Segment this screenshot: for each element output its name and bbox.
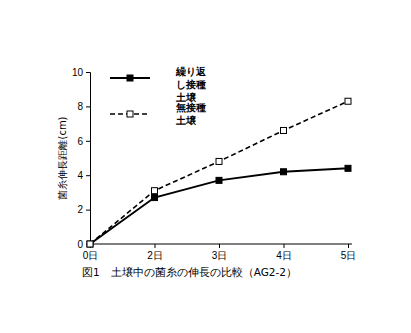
x-tick: 2日 — [147, 244, 163, 261]
x-tick-mark — [155, 244, 156, 248]
y-tick: 2 — [77, 204, 90, 215]
legend: 繰り返し接種土壌無接種土壌 — [110, 66, 207, 126]
chart: 0 2 4 6 8 10 0日 2日 3日 4日 5日 菌糸伸長距離(cm) 図1 土壌中の菌糸の伸長の… — [0, 0, 411, 333]
x-tick: 3日 — [212, 244, 228, 261]
legend-label: 繰り返し接種土壌 — [175, 66, 207, 103]
x-tick-label: 2日 — [147, 250, 163, 261]
series-line — [90, 168, 348, 244]
y-tick-label: 8 — [77, 101, 83, 112]
x-tick-label: 4日 — [276, 250, 292, 261]
y-tick-mark — [86, 141, 90, 142]
x-tick-mark — [284, 244, 285, 248]
series-line — [90, 101, 348, 244]
y-tick-label: 0 — [77, 239, 83, 250]
y-tick-mark — [86, 106, 90, 107]
x-tick-label: 0日 — [83, 250, 99, 261]
y-axis-title: 菌糸伸長距離(cm) — [57, 116, 68, 199]
x-tick-mark — [348, 244, 349, 248]
legend-marker — [127, 111, 133, 117]
x-tick-label: 5日 — [341, 250, 357, 261]
y-tick-label: 4 — [77, 170, 83, 181]
y-axis: 0 2 4 6 8 10 — [72, 67, 91, 250]
y-tick: 4 — [77, 170, 90, 181]
point-marker — [87, 241, 93, 247]
y-tick-mark — [86, 210, 90, 211]
legend-marker — [127, 75, 133, 81]
point-marker — [216, 158, 222, 164]
point-marker — [152, 195, 158, 201]
x-tick: 4日 — [276, 244, 292, 261]
point-marker — [345, 165, 351, 171]
y-tick-mark — [86, 175, 90, 176]
y-tick: 10 — [72, 67, 90, 78]
point-marker — [216, 177, 222, 183]
x-axis-line — [90, 244, 352, 245]
plot-area — [87, 98, 351, 247]
x-tick-mark — [219, 244, 220, 248]
x-tick-label: 3日 — [212, 250, 228, 261]
point-marker — [87, 241, 93, 247]
y-tick: 8 — [77, 101, 90, 112]
y-tick-label: 10 — [72, 67, 84, 78]
legend-label: 無接種土壌 — [175, 102, 206, 126]
point-marker — [152, 188, 158, 194]
y-axis-line — [86, 73, 91, 245]
point-marker — [281, 169, 287, 175]
point-marker — [345, 98, 351, 104]
point-marker — [281, 127, 287, 133]
y-tick-label: 6 — [77, 136, 83, 147]
x-axis: 0日 2日 3日 4日 5日 — [83, 244, 357, 261]
x-tick: 5日 — [341, 244, 357, 261]
chart-title: 図1 土壌中の菌糸の伸長の比較（AG2-2） — [82, 266, 297, 278]
y-tick-label: 2 — [77, 204, 83, 215]
y-tick-mark — [86, 72, 90, 73]
y-tick: 6 — [77, 136, 90, 147]
